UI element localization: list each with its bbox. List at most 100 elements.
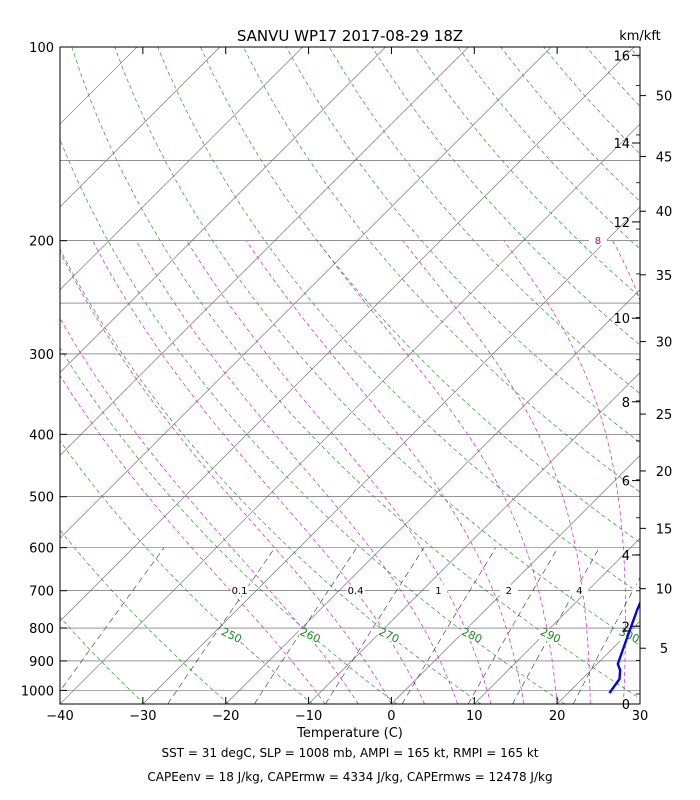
mixing-ratio-label-bg bbox=[346, 584, 365, 596]
moist-adiabat bbox=[503, 240, 626, 704]
dry-adiabat bbox=[500, 47, 640, 202]
mixing-ratio-line bbox=[401, 547, 497, 704]
mixing-ratio-line bbox=[254, 547, 358, 704]
isotherm-line bbox=[60, 47, 303, 291]
kft-tick-label: 15 bbox=[656, 522, 673, 537]
mixing-ratio-label: 2 bbox=[506, 586, 512, 597]
isotherm-line bbox=[142, 206, 640, 704]
kft-tick-label: 5 bbox=[660, 642, 668, 657]
km-tick-label: 10 bbox=[613, 312, 630, 327]
y-tick-label: 300 bbox=[29, 348, 54, 363]
mixing-ratio-label-bg bbox=[429, 584, 448, 596]
y-tick-label: 800 bbox=[29, 622, 54, 637]
x-tick-label: −40 bbox=[46, 709, 73, 724]
moist-adiabat bbox=[690, 241, 700, 704]
dry-adiabat bbox=[60, 248, 482, 704]
dry-adiabat-label: 260 bbox=[298, 625, 323, 646]
km-tick-label: 0 bbox=[622, 698, 630, 713]
dry-adiabat-label-bg bbox=[377, 629, 400, 642]
dry-adiabat bbox=[243, 47, 640, 493]
footer-line-2: CAPEenv = 18 J/kg, CAPErmw = 4334 J/kg, … bbox=[147, 770, 553, 784]
dry-adiabat-label-bg bbox=[220, 629, 243, 642]
kft-tick-label: 20 bbox=[656, 465, 673, 480]
x-tick-label: −30 bbox=[129, 709, 156, 724]
mixing-ratio-label: 10 bbox=[676, 586, 689, 597]
y-tick-label: 900 bbox=[29, 655, 54, 670]
mixing-ratio-line bbox=[325, 547, 425, 704]
moist-adiabat bbox=[186, 240, 492, 704]
kft-tick-label: 50 bbox=[656, 90, 673, 105]
x-tick-label: 10 bbox=[466, 709, 483, 724]
y-tick-label: 500 bbox=[29, 491, 54, 506]
moist-adiabat-label-bg bbox=[588, 234, 607, 246]
isotherm-line bbox=[60, 47, 635, 622]
mixing-ratio-line bbox=[467, 547, 559, 704]
x-tick-label: 30 bbox=[632, 709, 649, 724]
isotherm-line bbox=[60, 47, 221, 208]
y-tick-label: 200 bbox=[29, 235, 54, 250]
x-axis-label: Temperature (C) bbox=[296, 726, 403, 741]
mixing-ratio-line bbox=[572, 576, 640, 704]
dry-adiabat bbox=[586, 47, 640, 107]
dry-adiabat-label-bg bbox=[539, 629, 562, 642]
isotherm-line bbox=[60, 123, 640, 704]
y-tick-label: 1000 bbox=[21, 684, 54, 699]
isotherm-line bbox=[639, 703, 640, 704]
x-tick-label: −20 bbox=[212, 709, 239, 724]
km-tick-label: 16 bbox=[613, 49, 630, 64]
y-tick-label: 600 bbox=[29, 542, 54, 557]
dry-adiabat-label: 250 bbox=[219, 625, 244, 646]
dry-adiabat bbox=[60, 347, 398, 704]
moist-adiabat bbox=[60, 317, 359, 704]
mixing-ratio-label-bg bbox=[499, 584, 518, 596]
dry-adiabat bbox=[60, 138, 565, 704]
km-tick-label: 6 bbox=[622, 475, 630, 490]
moist-adiabat bbox=[60, 374, 326, 704]
mixing-ratio-label: 0.1 bbox=[232, 586, 248, 597]
mixing-ratio-line bbox=[512, 547, 600, 704]
chart-title: SANVU WP17 2017-08-29 18Z bbox=[237, 27, 463, 45]
dry-adiabat bbox=[285, 47, 640, 444]
red-profile-line bbox=[646, 47, 700, 695]
dry-adiabat bbox=[457, 47, 640, 250]
mixing-ratio-label: 0.4 bbox=[348, 586, 364, 597]
isotherm-line bbox=[60, 47, 552, 539]
moist-adiabat bbox=[135, 240, 459, 704]
moist-adiabat bbox=[92, 240, 425, 704]
mixing-ratio-label: 1 bbox=[435, 586, 441, 597]
moist-adiabat bbox=[317, 240, 558, 704]
footer-line-1: SST = 31 degC, SLP = 1008 mb, AMPI = 165… bbox=[161, 746, 539, 760]
dry-adiabat bbox=[371, 47, 640, 346]
isotherm-line bbox=[60, 47, 138, 125]
kft-tick-label: 25 bbox=[656, 408, 673, 423]
dry-adiabat bbox=[60, 529, 229, 704]
moist-adiabat-label-bg bbox=[638, 234, 640, 246]
mixing-ratio-line bbox=[60, 547, 165, 692]
mixing-ratio-label-bg bbox=[230, 584, 249, 596]
isotherm-line bbox=[308, 372, 640, 704]
dry-adiabat-label-bg bbox=[460, 629, 483, 642]
axes: −40 −30 −20 −10 0 10 20 30100200300400500600700… bbox=[21, 41, 672, 724]
mixing-ratio-line bbox=[167, 547, 276, 704]
moist-adiabat-label: 8 bbox=[595, 236, 601, 247]
y-tick-label: 400 bbox=[29, 428, 54, 443]
isotherm-line bbox=[225, 289, 640, 704]
x-tick-label: 0 bbox=[387, 709, 395, 724]
isotherm-line bbox=[0, 47, 54, 704]
moist-adiabat bbox=[246, 240, 525, 704]
moist-adiabat bbox=[60, 251, 392, 704]
dry-adiabat bbox=[60, 440, 313, 704]
kft-tick-label: 40 bbox=[656, 205, 673, 220]
dry-adiabat bbox=[200, 47, 640, 543]
dry-adiabat bbox=[328, 47, 640, 394]
mixing-ratio-label-bg bbox=[632, 584, 640, 596]
kft-tick-label: 10 bbox=[656, 583, 673, 598]
isotherm-line bbox=[60, 47, 386, 373]
dry-adiabat-label: 280 bbox=[460, 625, 485, 646]
mixing-ratio-label: 4 bbox=[576, 586, 582, 597]
dry-adiabat bbox=[60, 616, 145, 704]
dry-adiabat bbox=[114, 47, 640, 646]
km-tick-label: 12 bbox=[613, 216, 630, 231]
plot-frame bbox=[59, 46, 641, 705]
